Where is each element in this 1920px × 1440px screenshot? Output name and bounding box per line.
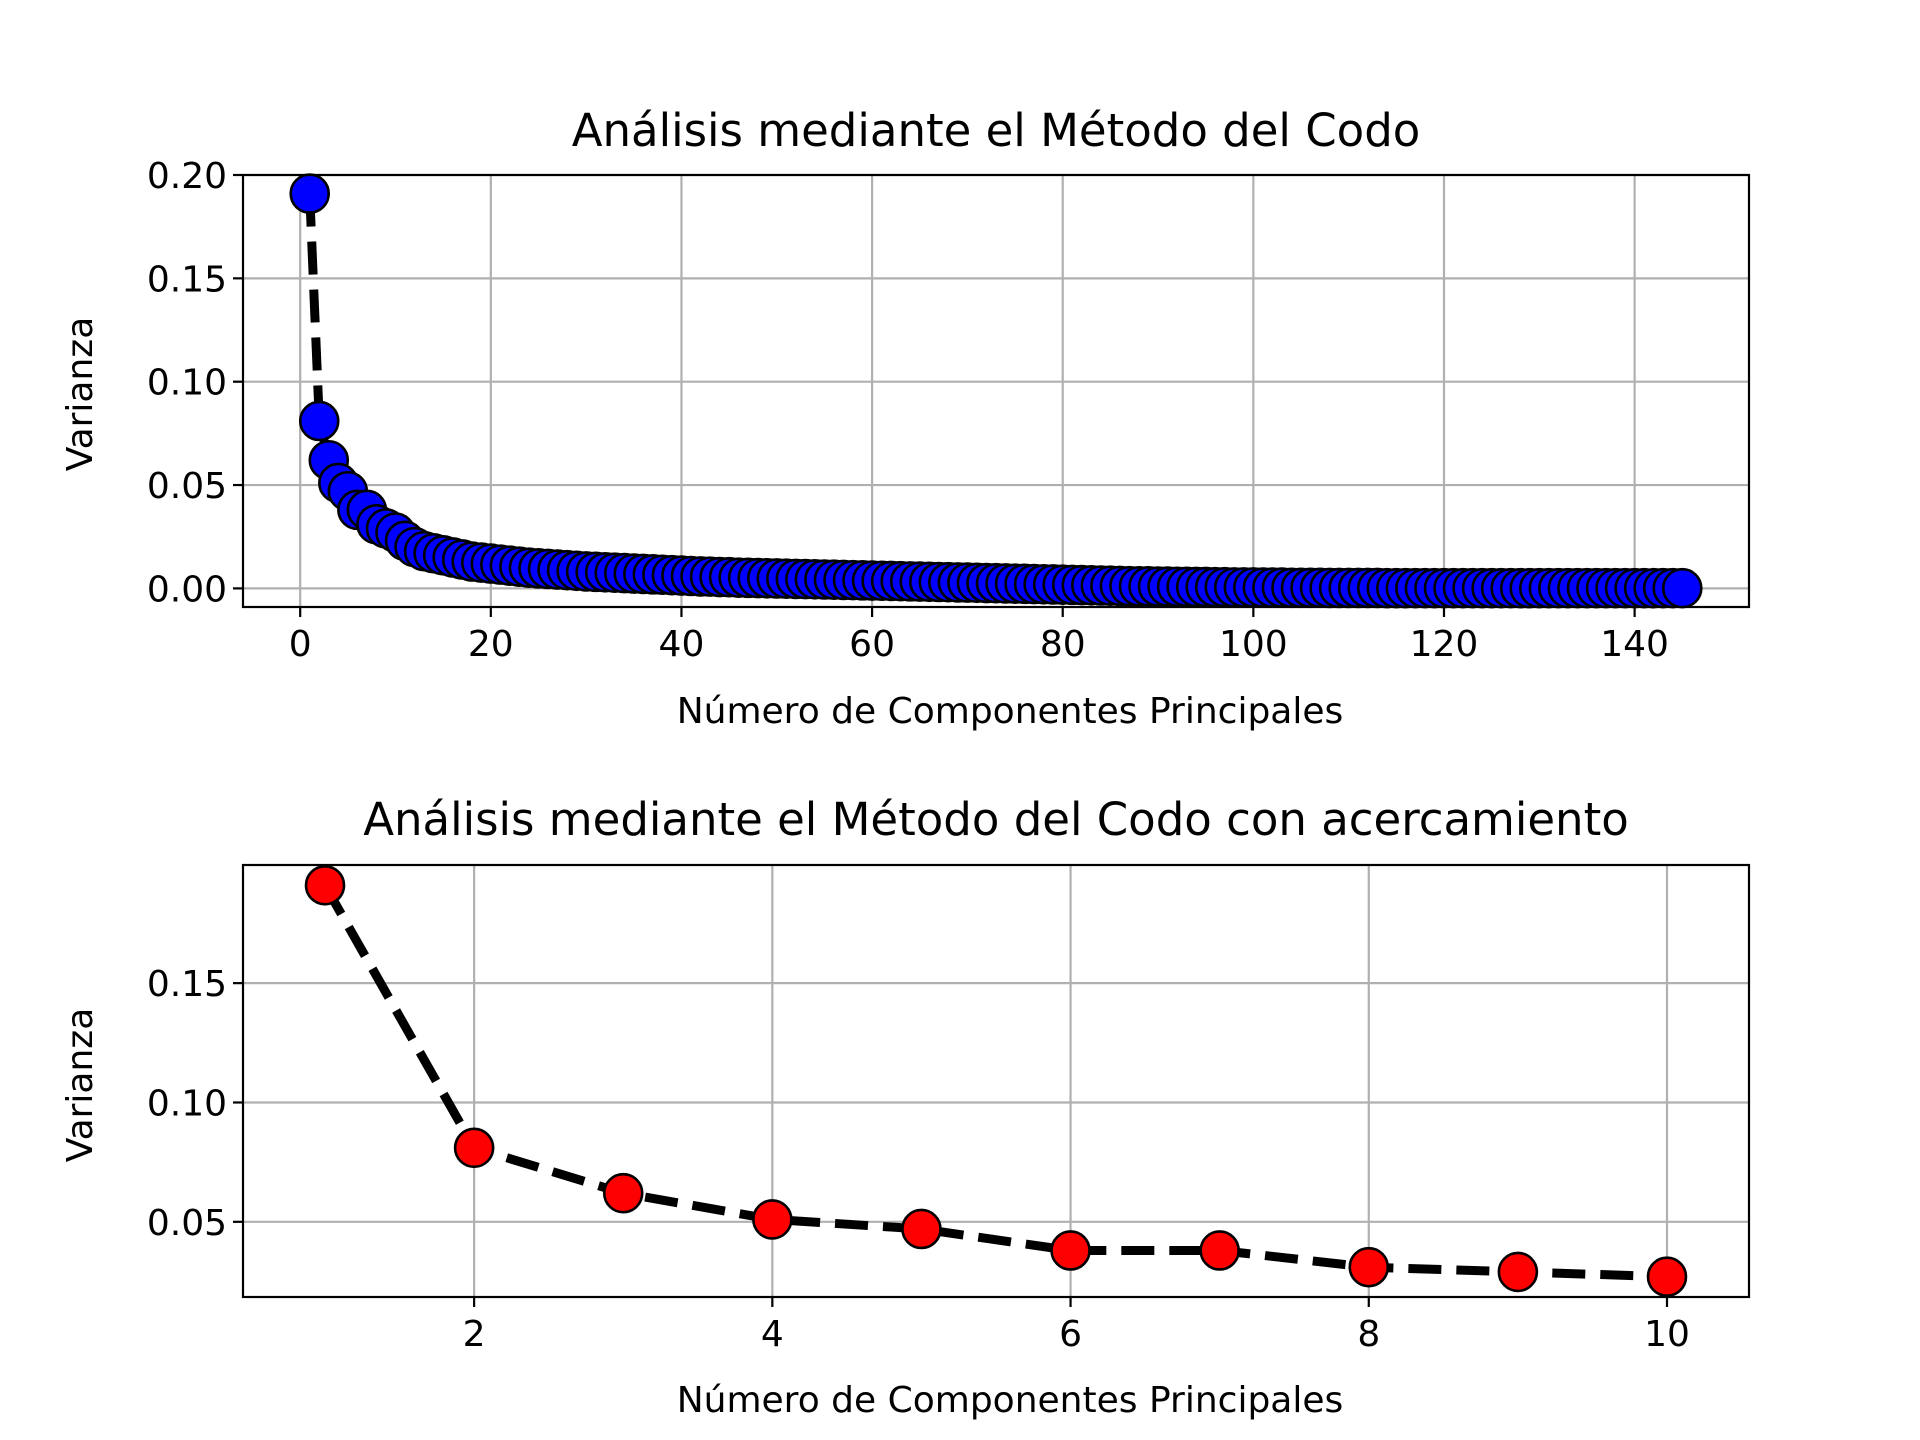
x-tick-label: 120 — [1410, 624, 1479, 665]
y-tick-label: 0.00 — [147, 569, 227, 610]
x-tick-label: 0 — [289, 624, 312, 665]
data-point — [1497, 1251, 1539, 1293]
y-axis-label: Varianza — [60, 317, 101, 472]
data-points — [289, 173, 1703, 609]
elbow-chart: Análisis mediante el Método del Codo 0 20… — [60, 104, 1751, 732]
plot-frame — [241, 863, 1751, 1299]
y-axis-label: Varianza — [60, 1008, 101, 1163]
ticks: 2 4 6 8 10 0.05 0.10 0.15 — [147, 964, 1690, 1355]
x-tick-label: 2 — [463, 1314, 486, 1355]
y-tick-label: 0.05 — [147, 1203, 227, 1244]
data-point — [453, 1127, 495, 1169]
data-point — [602, 1172, 644, 1214]
data-point — [1348, 1246, 1390, 1288]
x-tick-label: 8 — [1357, 1314, 1380, 1355]
data-point — [1661, 567, 1703, 609]
x-tick-label: 100 — [1219, 624, 1288, 665]
elbow-zoom-chart: Análisis mediante el Método del Codo con… — [60, 793, 1751, 1421]
data-point — [1050, 1230, 1091, 1271]
x-tick-label: 60 — [849, 624, 895, 665]
y-tick-label: 0.10 — [147, 1083, 227, 1124]
grid — [243, 865, 1749, 1297]
x-axis-label: Número de Componentes Principales — [677, 691, 1344, 732]
y-tick-label: 0.20 — [147, 156, 227, 197]
y-tick-label: 0.15 — [147, 259, 227, 300]
x-tick-label: 10 — [1644, 1314, 1690, 1355]
chart-title: Análisis mediante el Método del Codo con… — [363, 793, 1629, 846]
chart-title: Análisis mediante el Método del Codo — [572, 104, 1421, 157]
x-tick-label: 20 — [468, 624, 514, 665]
y-tick-label: 0.05 — [147, 466, 227, 507]
data-points — [304, 864, 1688, 1298]
series-line-layer — [321, 883, 1668, 1282]
y-tick-label: 0.15 — [147, 964, 227, 1005]
ticks: 0 20 40 60 80 100 120 140 0.00 0.05 0.10 0.15 0.20 — [147, 156, 1669, 665]
x-tick-label: 80 — [1040, 624, 1086, 665]
data-point — [289, 173, 331, 214]
data-point — [752, 1199, 793, 1240]
x-tick-label: 40 — [659, 624, 705, 665]
series-line — [321, 883, 1668, 1282]
plot-frame — [241, 173, 1751, 609]
x-tick-label: 4 — [761, 1314, 784, 1355]
y-tick-label: 0.10 — [147, 363, 227, 404]
data-point — [901, 1208, 942, 1250]
data-point — [304, 864, 346, 906]
data-point — [1199, 1230, 1240, 1271]
x-tick-label: 6 — [1059, 1314, 1082, 1355]
x-axis-label: Número de Componentes Principales — [677, 1380, 1344, 1421]
data-point — [298, 400, 340, 442]
x-tick-label: 140 — [1600, 624, 1669, 665]
data-point — [1646, 1256, 1688, 1298]
